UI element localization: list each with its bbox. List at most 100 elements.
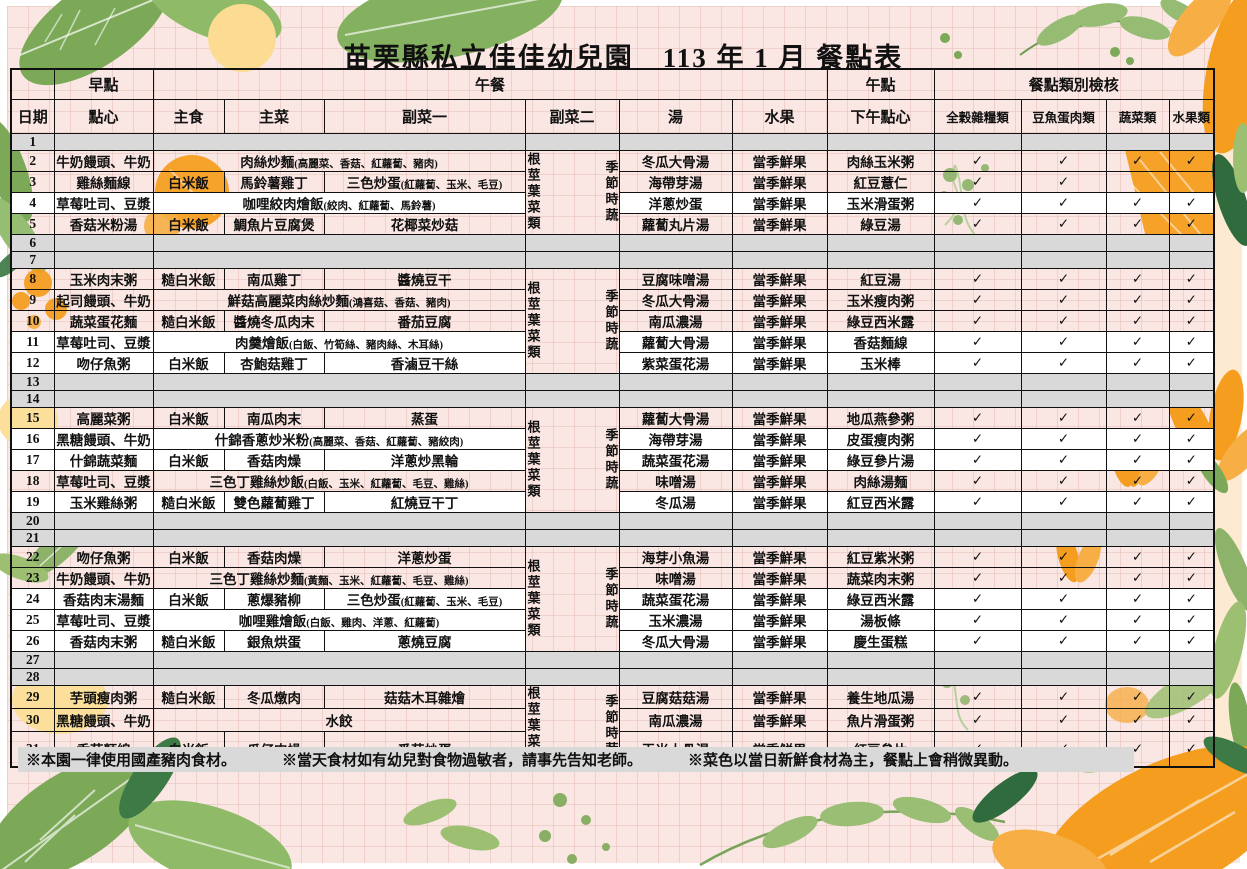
footer-notes-bar: ※本園一律使用國產豬肉食材。 ※當天食材如有幼兒對食物過敏者，請事先告知老師。 … [18,747,1134,772]
menu-row-9: 9 起司饅頭、牛奶 鮮菇高麗菜肉絲炒麵(鴻喜菇、香菇、豬肉) 冬瓜大骨湯 當季鮮果 玉米瘦… [10,288,1215,311]
check-cell-20-1 [1020,511,1107,530]
soup-cell-12: 紫菜蛋花湯 [618,351,733,374]
lunch-merged-cell-4: 咖哩絞肉燴飯(絞肉、紅蘿蔔、馬鈴薯) [152,191,526,214]
lunch-merged-cell-11: 肉羹燴飯(白飯、竹筍絲、豬肉絲、木耳絲) [152,330,526,353]
check-cell-3-3 [1168,170,1215,193]
fruit-cell-25: 當季鮮果 [731,608,828,631]
soup-cell-2: 冬瓜大骨湯 [618,149,733,172]
fruit-cell-27 [731,650,828,669]
date-cell-18: 18 [10,469,55,492]
snack-cell-24: 香菇肉末湯麵 [53,587,154,610]
fruit-cell-23: 當季鮮果 [731,566,828,589]
pm-snack-cell-17: 綠豆參片湯 [826,448,935,471]
lunch-merged-cell-18: 三色丁雞絲炒飯(白飯、玉米、紅蘿蔔、毛豆、雞絲) [152,469,526,492]
check-cell-24-0: ✓ [933,587,1022,610]
check-cell-8-2: ✓ [1105,267,1170,290]
date-cell-23: 23 [10,566,55,589]
check-cell-28-3 [1168,667,1215,686]
lunch-merged-cell-23: 三色丁雞絲炒麵(黃麵、玉米、紅蘿蔔、毛豆、雞絲) [152,566,526,589]
check-cell-16-1: ✓ [1020,427,1107,450]
check-cell-25-3: ✓ [1168,608,1215,631]
header-col-2: 主菜 [223,98,325,134]
check-cell-5-0: ✓ [933,212,1022,235]
check-cell-19-2: ✓ [1105,490,1170,513]
check-cell-24-1: ✓ [1020,587,1107,610]
menu-table-body: 1 2 牛奶饅頭、牛奶 肉絲炒麵(高麗菜、香菇、紅蘿蔔、豬肉) 根莖葉菜類 季節時蔬 冬瓜大… [10,132,1215,768]
menu-row-25: 25 草莓吐司、豆漿 咖哩雞燴飯(白飯、雞肉、洋蔥、紅蘿蔔) 玉米濃湯 當季鮮果 湯板條 ✓… [10,608,1215,631]
check-cell-13-3 [1168,372,1215,391]
check-cell-27-0 [933,650,1022,669]
check-cell-11-2: ✓ [1105,330,1170,353]
staple-cell-5: 白米飯 [152,212,225,235]
staple-cell-26: 糙白米飯 [152,629,225,652]
soup-cell-20 [618,511,733,530]
fruit-cell-20 [731,511,828,530]
pm-snack-cell-22: 紅豆紫米粥 [826,545,935,568]
staple-cell-15: 白米飯 [152,406,225,429]
menu-row-8: 8 玉米肉末粥 糙白米飯 南瓜雞丁 醬燒豆干 根莖葉菜類 季節時蔬 豆腐味噌湯 當季鮮果 紅豆湯 ✓… [10,267,1215,374]
header-check-col-0: 全穀雜糧類 [933,98,1022,134]
staple-cell-24: 白米飯 [152,587,225,610]
check-cell-27-1 [1020,650,1107,669]
date-cell-11: 11 [10,330,55,353]
menu-row-1: 1 [10,132,1215,151]
pm-snack-cell-19: 紅豆西米露 [826,490,935,513]
pm-snack-cell-25: 湯板條 [826,608,935,631]
side-dish-cell-3: 三色炒蛋(紅蘿蔔、玉米、毛豆) [323,170,526,193]
soup-cell-11: 蘿蔔大骨湯 [618,330,733,353]
veg-cell-28 [524,667,620,686]
main-dish-cell-5: 鯛魚片豆腐煲 [223,212,325,235]
soup-cell-3: 海帶芽湯 [618,170,733,193]
check-cell-19-1: ✓ [1020,490,1107,513]
side-dish-cell-15: 蒸蛋 [323,406,526,429]
soup-cell-16: 海帶芽湯 [618,427,733,450]
snack-cell-27 [53,650,154,669]
header-check-col-1: 豆魚蛋肉類 [1020,98,1107,134]
check-cell-6-1 [1020,233,1107,252]
check-cell-13-0 [933,372,1022,391]
menu-row-11: 11 草莓吐司、豆漿 肉羹燴飯(白飯、竹筍絲、豬肉絲、木耳絲) 蘿蔔大骨湯 當季鮮果 香菇… [10,330,1215,353]
check-cell-5-1: ✓ [1020,212,1107,235]
snack-cell-11: 草莓吐司、豆漿 [53,330,154,353]
soup-cell-19: 冬瓜湯 [618,490,733,513]
soup-cell-23: 味噌湯 [618,566,733,589]
pm-snack-cell-15: 地瓜燕參粥 [826,406,935,429]
menu-row-16: 16 黑糖饅頭、牛奶 什錦香蔥炒米粉(高麗菜、香菇、紅蘿蔔、豬絞肉) 海帶芽湯 當季鮮果… [10,427,1215,450]
snack-cell-28 [53,667,154,686]
date-cell-6: 6 [10,233,55,252]
veg-cell-6 [524,233,620,252]
menu-row-29: 29 芋頭瘦肉粥 糙白米飯 冬瓜燉肉 菇菇木耳雜燴 根莖葉菜類 季節時蔬 豆腐菇菇湯 當季鮮果養… [10,684,1215,767]
fruit-cell-1 [731,132,828,151]
check-cell-28-1 [1020,667,1107,686]
menu-row-12: 12 吻仔魚粥 白米飯 杏鮑菇雞丁 香滷豆干絲 紫菜蛋花湯 當季鮮果 玉米棒 ✓ ✓ ✓ ✓ [10,351,1215,374]
main-dish-cell-8: 南瓜雞丁 [223,267,325,290]
lunch-cell-27 [152,650,526,669]
side-dish-cell-29: 菇菇木耳雜燴 [323,684,526,709]
pm-snack-cell-3: 紅豆薏仁 [826,170,935,193]
pm-snack-cell-12: 玉米棒 [826,351,935,374]
soup-cell-8: 豆腐味噌湯 [618,267,733,290]
veg-cell-14 [524,389,620,408]
check-cell-21-2 [1105,528,1170,547]
check-cell-22-0: ✓ [933,545,1022,568]
pm-snack-cell-8: 紅豆湯 [826,267,935,290]
check-cell-10-3: ✓ [1168,309,1215,332]
soup-cell-21 [618,528,733,547]
lunch-merged-cell-2: 肉絲炒麵(高麗菜、香菇、紅蘿蔔、豬肉) [152,149,526,172]
staple-cell-10: 糙白米飯 [152,309,225,332]
side-dish-cell-24: 三色炒蛋(紅蘿蔔、玉米、毛豆) [323,587,526,610]
check-cell-25-0: ✓ [933,608,1022,631]
snack-cell-4: 草莓吐司、豆漿 [53,191,154,214]
check-cell-2-0: ✓ [933,149,1022,172]
check-cell-2-3: ✓ [1168,149,1215,172]
check-cell-21-3 [1168,528,1215,547]
soup-cell-28 [618,667,733,686]
pm-cell-14 [826,389,935,408]
check-cell-16-0: ✓ [933,427,1022,450]
check-cell-26-3: ✓ [1168,629,1215,652]
check-cell-20-2 [1105,511,1170,530]
veg-label-seasonal: 季節時蔬 [603,566,619,631]
date-cell-3: 3 [10,170,55,193]
snack-cell-7 [53,250,154,269]
pm-cell-1 [826,132,935,151]
